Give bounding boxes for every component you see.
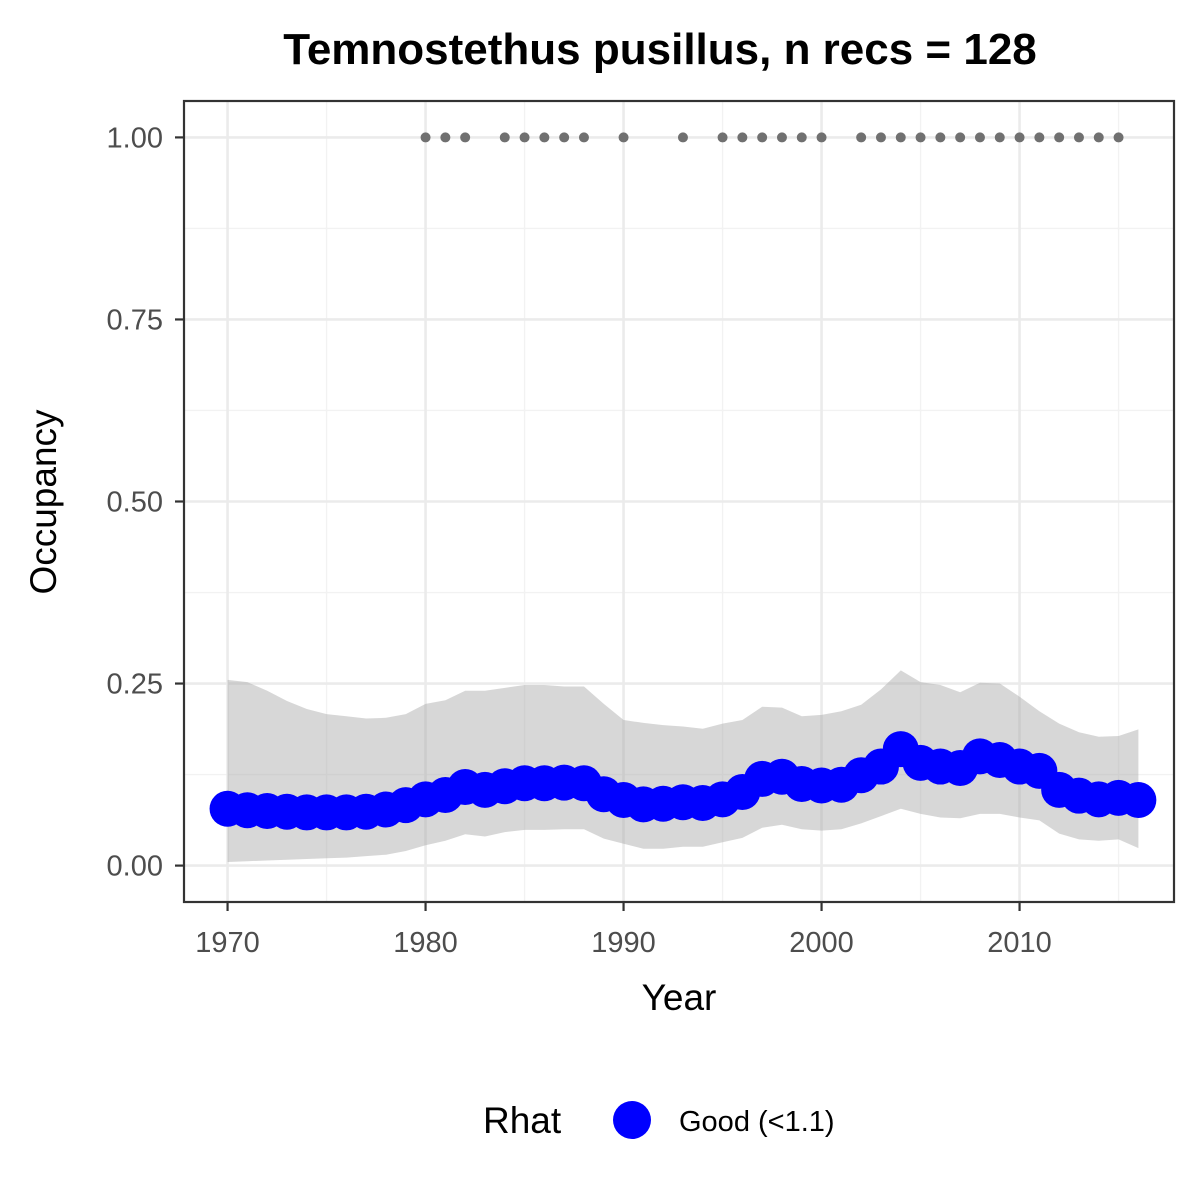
- x-tick-label: 1990: [591, 927, 656, 959]
- x-axis-title: Year: [642, 977, 717, 1018]
- record-point: [539, 132, 550, 143]
- record-point: [578, 132, 589, 143]
- y-axis: 0.00 0.25 0.50 0.75 1.00: [107, 122, 184, 883]
- record-point: [915, 132, 926, 143]
- occupancy-points: [209, 731, 1157, 831]
- legend-label-good: Good (<1.1): [679, 1106, 835, 1138]
- y-tick-label: 1.00: [107, 122, 163, 154]
- legend: Rhat Good (<1.1): [483, 1100, 835, 1141]
- y-tick-label: 0.75: [107, 304, 163, 336]
- gridlines: [184, 101, 1174, 902]
- record-point: [420, 132, 431, 143]
- chart-title: Temnostethus pusillus, n recs = 128: [283, 25, 1037, 74]
- record-point: [737, 132, 748, 143]
- confidence-ribbon: [227, 670, 1139, 862]
- record-point: [1054, 132, 1065, 143]
- y-axis-title: Occupancy: [23, 409, 64, 595]
- record-point: [499, 132, 510, 143]
- record-point: [955, 132, 966, 143]
- record-point: [816, 132, 827, 143]
- y-tick-label: 0.25: [107, 669, 163, 701]
- record-point: [677, 132, 688, 143]
- x-axis: 1970 1980 1990 2000 2010: [195, 902, 1052, 959]
- record-point: [1073, 132, 1084, 143]
- record-point: [776, 132, 787, 143]
- x-tick-label: 2000: [789, 927, 854, 959]
- record-points: [420, 132, 1124, 143]
- y-tick-label: 0.00: [107, 851, 163, 883]
- y-tick-label: 0.50: [107, 487, 163, 519]
- record-point: [895, 132, 906, 143]
- record-point: [875, 132, 886, 143]
- record-point: [856, 132, 867, 143]
- legend-title: Rhat: [483, 1100, 562, 1141]
- record-point: [1113, 132, 1124, 143]
- record-point: [796, 132, 807, 143]
- x-tick-label: 1980: [393, 927, 458, 959]
- record-point: [994, 132, 1005, 143]
- ci-ribbon: [227, 670, 1139, 862]
- record-point: [717, 132, 728, 143]
- record-point: [460, 132, 471, 143]
- record-point: [1093, 132, 1104, 143]
- x-tick-label: 2010: [987, 927, 1052, 959]
- record-point: [559, 132, 570, 143]
- record-point: [519, 132, 530, 143]
- legend-key-good: [613, 1101, 651, 1139]
- record-point: [935, 132, 946, 143]
- x-tick-label: 1970: [195, 927, 260, 959]
- record-point: [757, 132, 768, 143]
- record-point: [974, 132, 985, 143]
- record-point: [618, 132, 629, 143]
- record-point: [1034, 132, 1045, 143]
- record-point: [440, 132, 451, 143]
- record-point: [1014, 132, 1025, 143]
- occupancy-point: [1120, 782, 1157, 819]
